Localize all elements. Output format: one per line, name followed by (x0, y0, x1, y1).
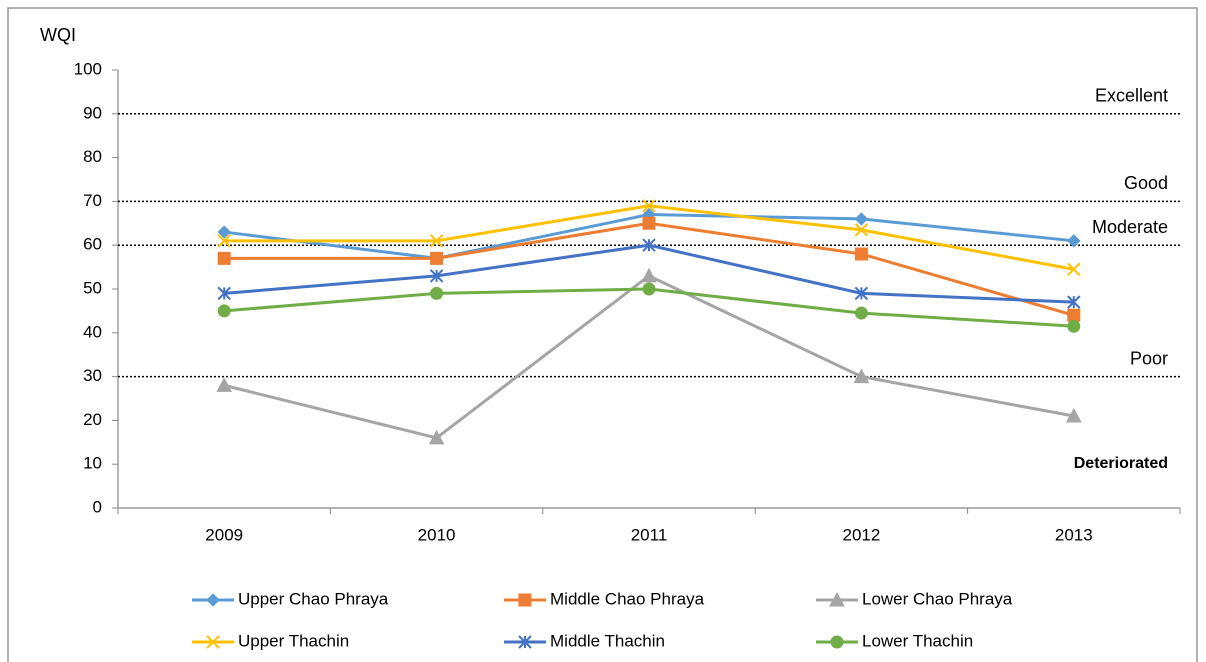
data-point (429, 234, 444, 248)
y-axis-title: WQI (40, 25, 76, 45)
data-point (642, 216, 656, 230)
y-tick-label: 50 (83, 278, 102, 297)
y-tick-label: 30 (83, 366, 102, 385)
data-point (217, 225, 231, 239)
legend-marker (830, 635, 844, 649)
threshold-label: Good (1124, 173, 1168, 193)
legend-label: Lower Thachin (862, 631, 973, 650)
legend-label: Upper Chao Phraya (238, 589, 389, 608)
x-tick-label: 2013 (1055, 525, 1093, 544)
data-point (1067, 308, 1081, 322)
data-point (217, 304, 231, 318)
data-point (1067, 234, 1081, 248)
data-point (854, 247, 868, 261)
legend-label: Upper Thachin (238, 631, 349, 650)
y-tick-label: 40 (83, 322, 102, 341)
data-point (1067, 295, 1081, 309)
data-point (854, 306, 868, 320)
y-tick-label: 70 (83, 191, 102, 210)
legend-marker (518, 593, 532, 607)
x-tick-label: 2010 (418, 525, 456, 544)
y-tick-label: 20 (83, 410, 102, 429)
data-point (854, 286, 869, 301)
frame (7, 7, 1198, 662)
legend-label: Middle Chao Phraya (550, 589, 705, 608)
threshold-label: Moderate (1092, 217, 1168, 237)
data-point (217, 234, 231, 248)
data-point (217, 251, 231, 265)
legend-marker (206, 593, 220, 607)
data-point (1067, 319, 1081, 333)
data-point (1067, 262, 1081, 276)
legend-marker (829, 591, 845, 607)
data-point (642, 199, 656, 213)
x-tick-label: 2012 (842, 525, 880, 544)
y-tick-label: 100 (74, 59, 102, 78)
data-point (430, 251, 444, 265)
y-tick-label: 0 (93, 497, 102, 516)
y-tick-label: 10 (83, 454, 102, 473)
legend-marker (206, 635, 220, 649)
data-point (430, 286, 444, 300)
data-point (641, 267, 657, 283)
data-point (642, 238, 656, 252)
x-tick-label: 2009 (205, 525, 243, 544)
threshold-label: Excellent (1095, 86, 1168, 106)
data-point (1065, 407, 1082, 423)
data-point (217, 286, 231, 301)
threshold-label: Poor (1130, 348, 1168, 368)
data-point (642, 282, 656, 296)
zone-label: Deteriorated (1074, 455, 1168, 472)
y-tick-label: 60 (83, 235, 102, 254)
data-point (216, 377, 233, 392)
data-point (428, 429, 445, 445)
legend-label: Middle Thachin (550, 631, 665, 650)
data-point (854, 212, 869, 226)
y-tick-label: 90 (83, 103, 102, 122)
y-tick-label: 80 (83, 147, 102, 166)
data-point (854, 223, 869, 237)
data-point (429, 269, 444, 283)
x-tick-label: 2011 (631, 525, 668, 544)
data-point (853, 368, 870, 384)
legend-marker (518, 635, 532, 649)
legend-label: Lower Chao Phraya (862, 589, 1013, 608)
